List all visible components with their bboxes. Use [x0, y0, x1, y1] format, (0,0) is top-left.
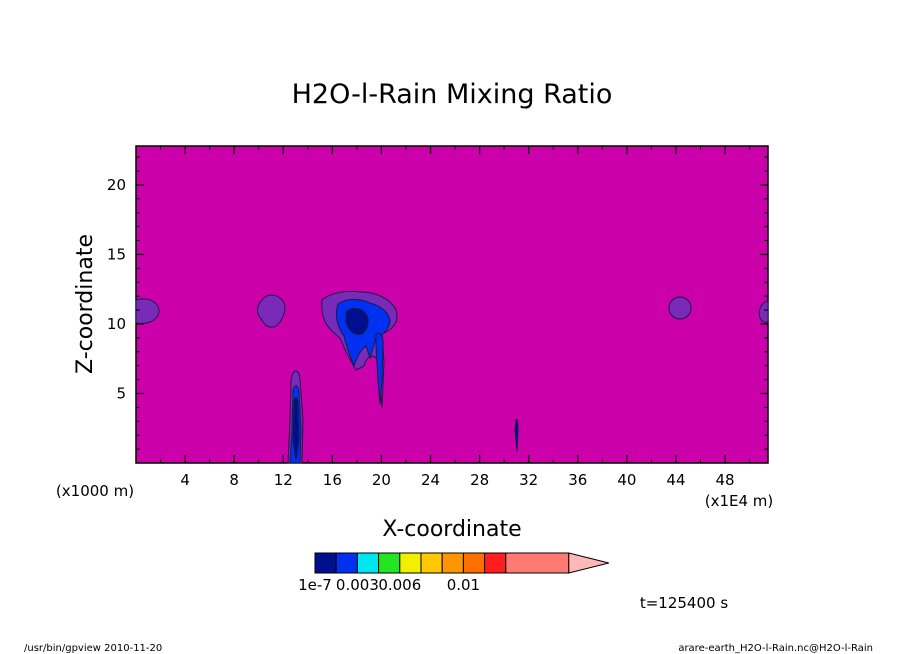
colorbar-label: 1e-7 [298, 576, 332, 594]
x-tick-label: 16 [323, 471, 342, 489]
x-tick-label: 28 [470, 471, 489, 489]
y-tick-label: 10 [107, 315, 126, 333]
x-tick-label: 32 [519, 471, 538, 489]
y-axis-label: Z-coordinate [73, 234, 98, 374]
colorbar: 1e-7 0.003 0.006 0.01 [298, 552, 609, 594]
colorbar-arrow [568, 552, 609, 574]
x-tick-label: 4 [180, 471, 190, 489]
contour-blob-x12 [257, 294, 286, 328]
colorbar-swatch [505, 552, 570, 574]
colorbar-swatch [314, 552, 337, 574]
footer-right: arare-earth_H2O-l-Rain.nc@H2O-l-Rain [678, 643, 873, 654]
time-label: t=125400 s [640, 594, 728, 612]
x-tick-label: 8 [229, 471, 239, 489]
y-tick-label: 20 [107, 176, 126, 194]
contour-column-x20 [375, 333, 384, 405]
x-tick-label: 24 [421, 471, 440, 489]
contour-main-dark [345, 307, 369, 335]
contour-left-edge-blob [135, 298, 160, 324]
y-tick-label: 5 [116, 384, 126, 402]
colorbar-label: 0.003 [336, 576, 379, 594]
colorbar-label: 0.01 [447, 576, 480, 594]
x-tick-label: 36 [568, 471, 587, 489]
x-unit-right: (x1E4 m) [705, 492, 774, 510]
contour-features [135, 290, 769, 464]
x-tick-label: 48 [716, 471, 735, 489]
x-axis-label: X-coordinate [382, 517, 521, 542]
colorbar-label: 0.006 [378, 576, 421, 594]
contour-blob-x44 [668, 296, 692, 320]
x-unit-left: (x1000 m) [56, 482, 134, 500]
x-tick-label: 12 [274, 471, 293, 489]
colorbar-swatch [399, 552, 422, 574]
contour-sliver-x31 [514, 418, 519, 453]
chart-title: H2O-l-Rain Mixing Ratio [292, 79, 613, 110]
x-tick-label: 44 [666, 471, 685, 489]
footer-left: /usr/bin/gpview 2010-11-20 [24, 643, 162, 654]
y-tick-label: 15 [107, 245, 126, 263]
colorbar-swatch [378, 552, 401, 574]
x-tick-label: 20 [372, 471, 391, 489]
plot-background [135, 145, 769, 464]
contour-column-x13-dark [292, 397, 300, 461]
colorbar-swatch [420, 552, 443, 574]
x-ticks: 4 8 12 16 20 24 28 32 36 40 44 48 [160, 146, 751, 489]
x-tick-label: 40 [617, 471, 636, 489]
colorbar-swatch [356, 552, 380, 574]
contour-right-edge-blob [758, 300, 769, 323]
colorbar-swatch [441, 552, 464, 574]
colorbar-swatch [484, 552, 507, 574]
colorbar-swatch [335, 552, 358, 574]
colorbar-swatch [462, 552, 486, 574]
y-ticks: 5 10 15 20 [107, 156, 768, 450]
